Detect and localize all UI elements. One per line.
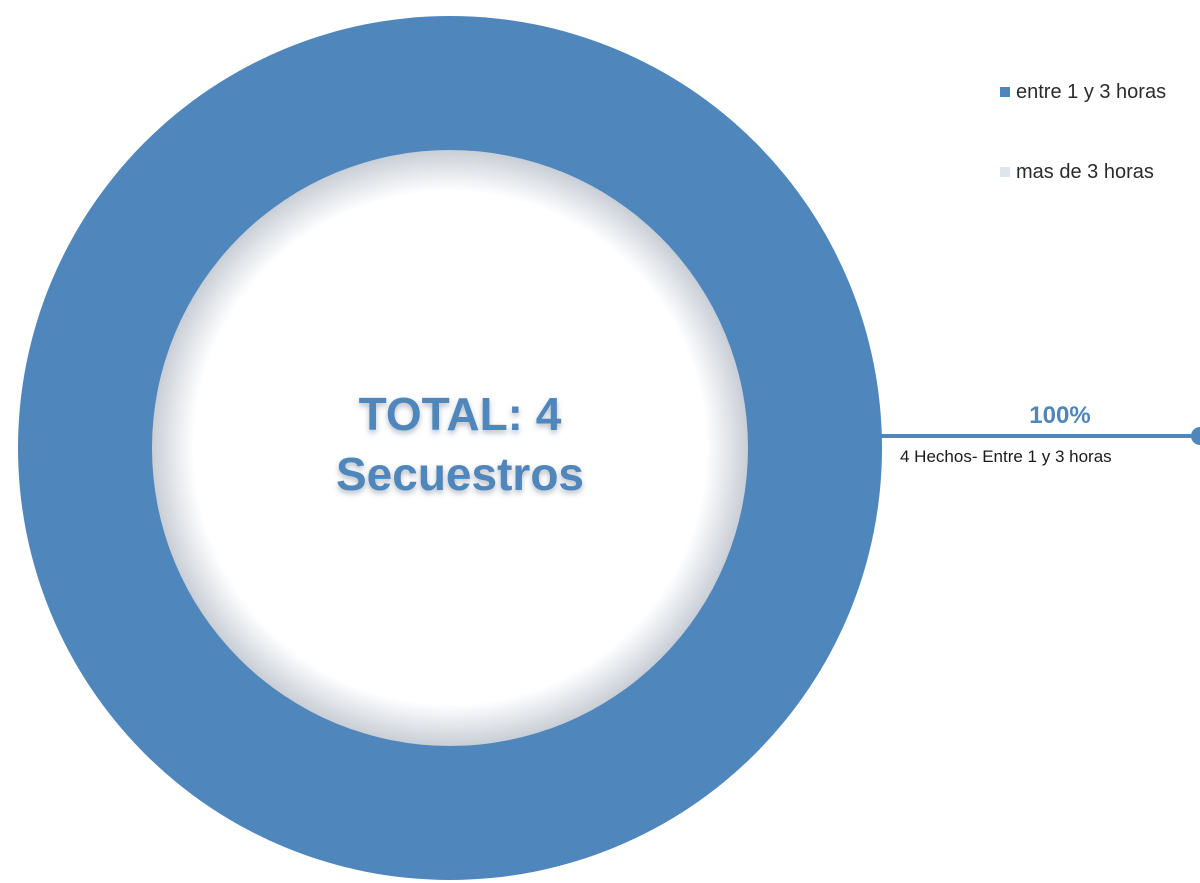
- data-label-description: 4 Hechos- Entre 1 y 3 horas: [900, 447, 1112, 466]
- legend-item-mas-de-3-horas: mas de 3 horas: [1000, 160, 1154, 184]
- legend-item-entre-1-y-3-horas: entre 1 y 3 horas: [1000, 80, 1166, 104]
- legend-swatch: [1000, 167, 1010, 177]
- center-total-label: TOTAL: 4: [358, 388, 562, 440]
- data-label-leader-dot: [1191, 427, 1200, 445]
- legend-swatch: [1000, 87, 1010, 97]
- data-label-percent: 100%: [1029, 402, 1091, 429]
- donut-hole: [152, 150, 748, 746]
- center-unit-label: Secuestros: [335, 448, 584, 500]
- legend-label: mas de 3 horas: [1016, 160, 1154, 183]
- legend-label: entre 1 y 3 horas: [1016, 80, 1167, 103]
